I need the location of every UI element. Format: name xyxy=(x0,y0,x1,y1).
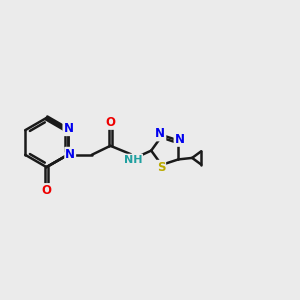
Text: N: N xyxy=(63,122,74,135)
Text: S: S xyxy=(157,161,165,174)
Text: N: N xyxy=(175,133,184,146)
Text: O: O xyxy=(105,116,116,129)
Text: NH: NH xyxy=(124,154,142,165)
Text: N: N xyxy=(65,148,75,161)
Text: N: N xyxy=(155,128,165,140)
Text: O: O xyxy=(41,184,52,197)
